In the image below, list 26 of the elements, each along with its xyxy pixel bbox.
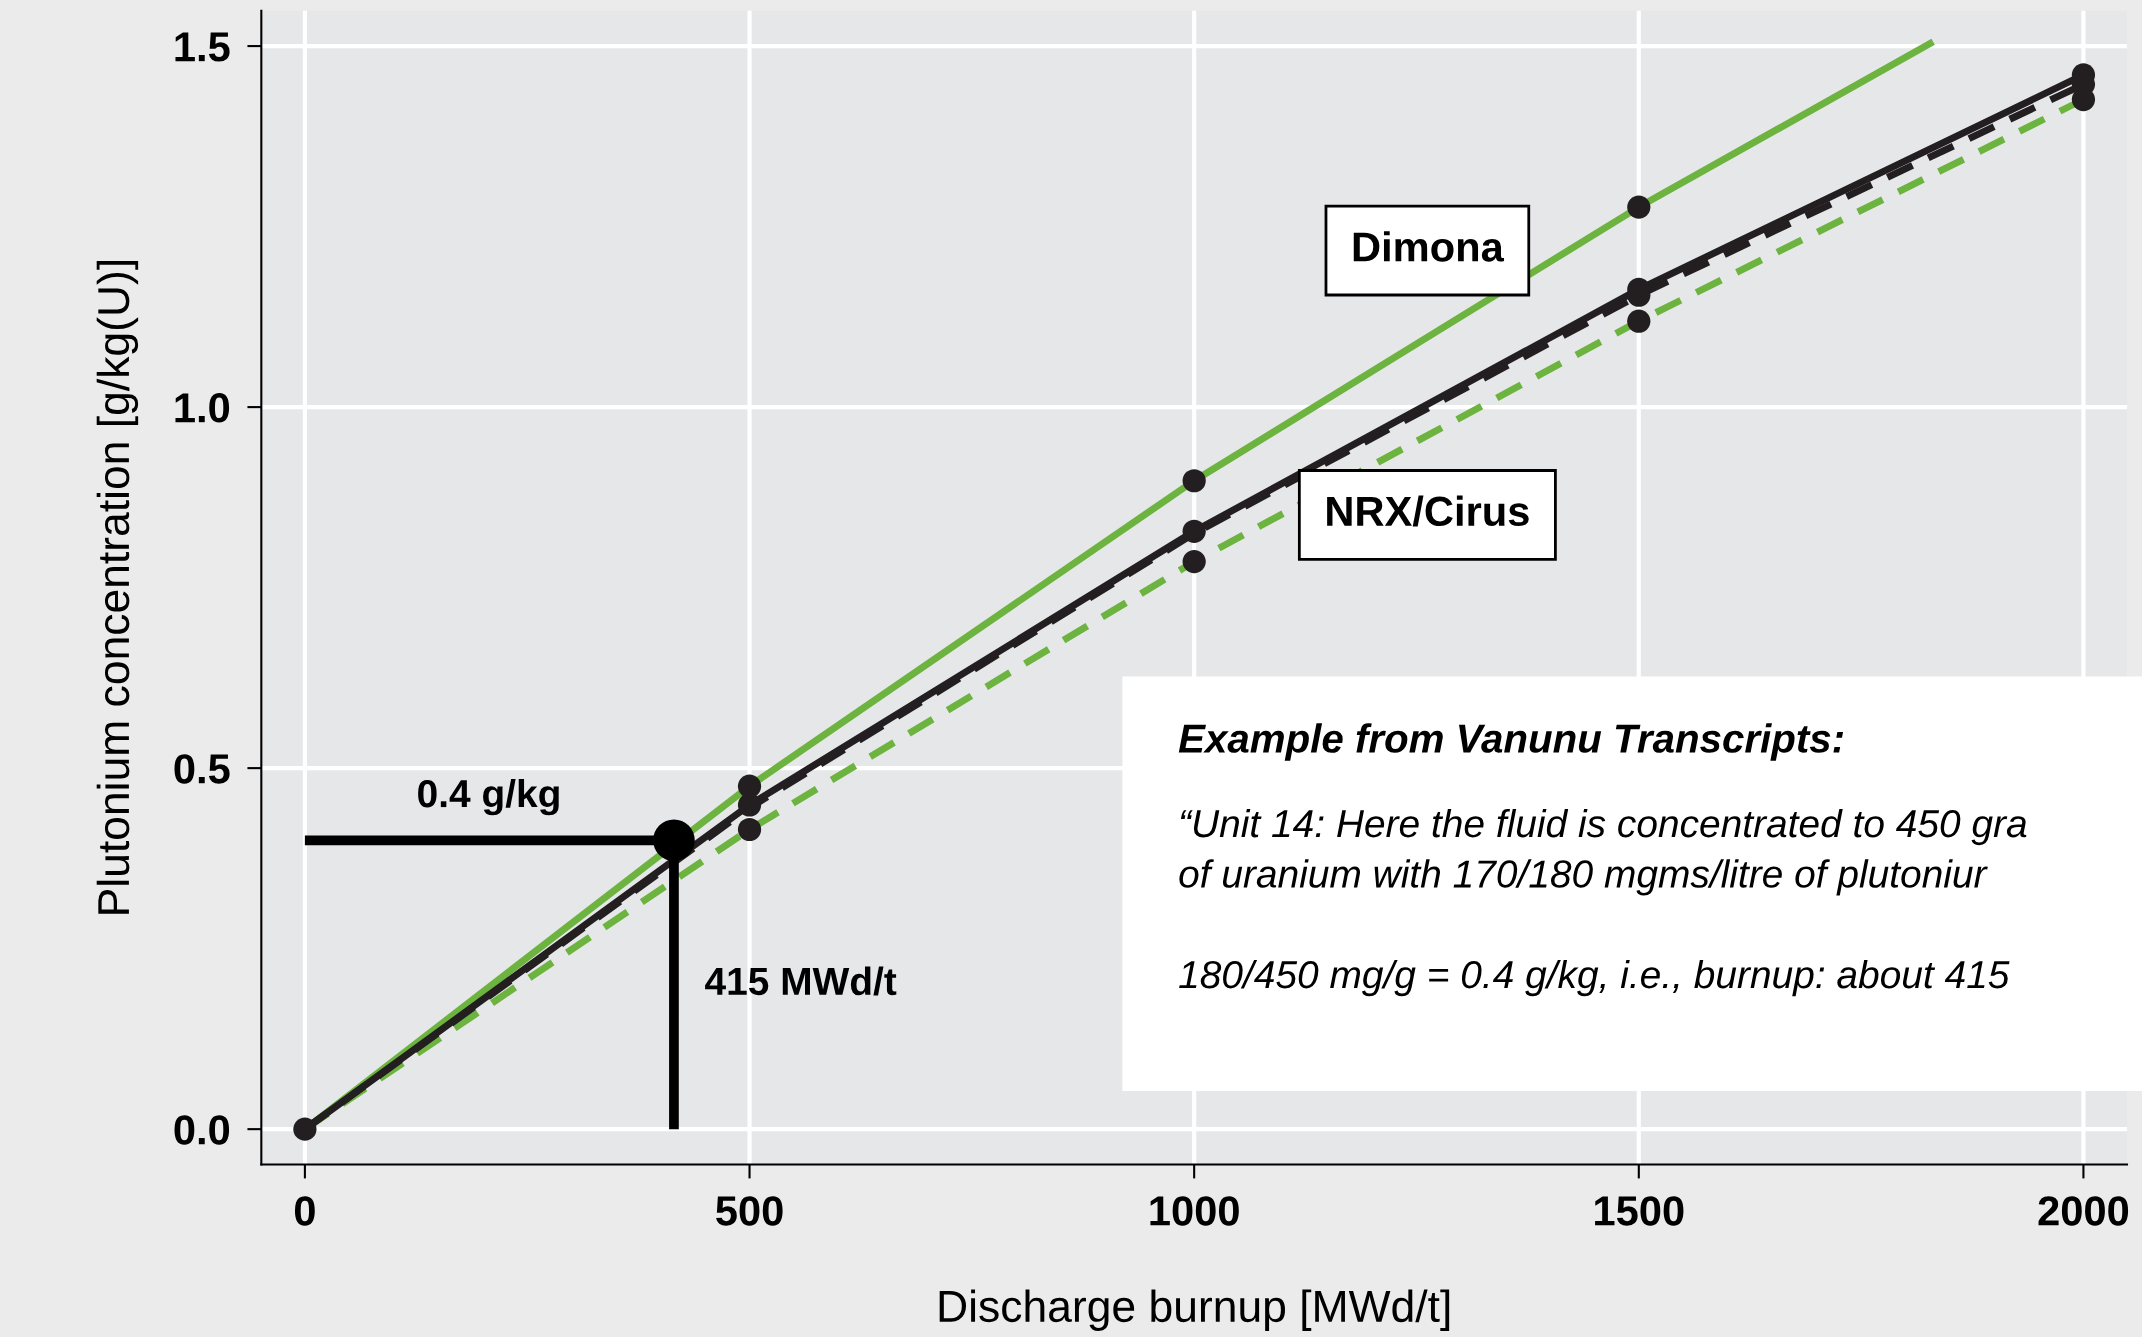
series-label: NRX/Cirus: [1327, 495, 1529, 527]
point: [1182, 550, 1206, 574]
annotation: Example from Vanunu Transcripts:: [1178, 723, 1844, 761]
y-tick-label: 0.0: [174, 1115, 230, 1145]
point: [1627, 309, 1651, 333]
series-label: Dimona: [1353, 231, 1505, 262]
point: [737, 817, 762, 842]
point: [653, 819, 695, 862]
point: [1182, 519, 1206, 543]
text: “Unit 14: Here the fluid is concentrated to 450 gra of uranium with 170/180 mgms/litre of plutoniur 180/450 mg/g = 0.4 g/kg, i.e., burnup: about 415: [1179, 808, 2027, 997]
x-tick-label: 1500: [1595, 1196, 1684, 1226]
x-tick-label: 500: [716, 1196, 783, 1226]
point: [737, 793, 762, 817]
y-axis-title: Plutonium concentration [g/kg(U)]: [96, 260, 139, 914]
y-tick-label: 1.5: [175, 32, 230, 62]
point: [293, 1117, 317, 1141]
point: [1627, 195, 1651, 219]
annotation: 0.4 g/kg: [418, 778, 559, 816]
point: [1182, 469, 1206, 493]
x-tick-label: 1000: [1150, 1196, 1239, 1226]
x-tick-label: 2000: [2038, 1196, 2129, 1226]
x-tick-label: 0: [294, 1196, 315, 1226]
y-tick-label: 1.0: [175, 393, 230, 423]
x-axis-title: Discharge burnup [MWd/t]: [939, 1289, 1450, 1331]
annotation: 415 MWd/t: [705, 966, 897, 996]
y-tick-label: 0.5: [174, 754, 230, 784]
